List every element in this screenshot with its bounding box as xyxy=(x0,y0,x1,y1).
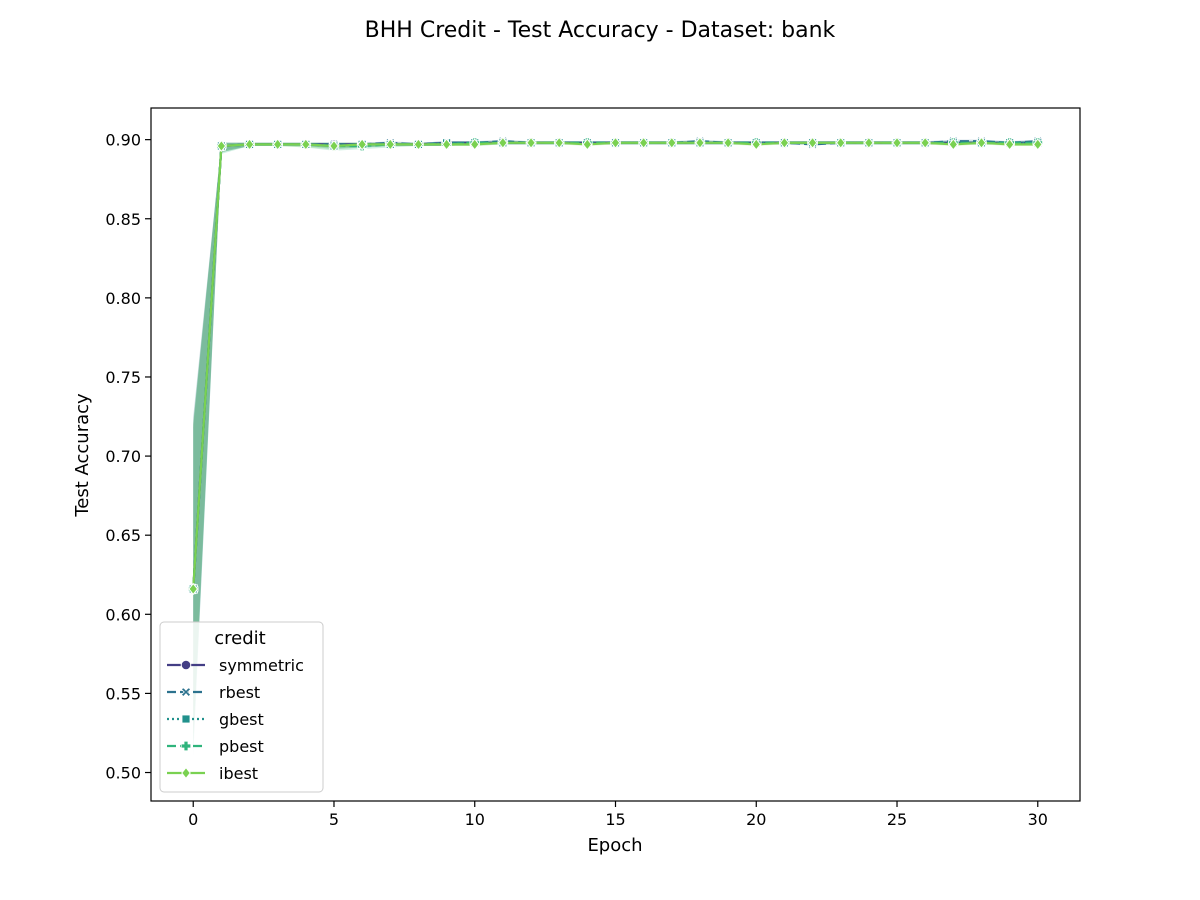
data-point-ibest xyxy=(695,136,705,149)
x-tick-label: 0 xyxy=(188,810,198,829)
data-point-ibest xyxy=(469,138,480,151)
data-point-ibest xyxy=(526,136,536,149)
y-tick-label: 0.60 xyxy=(105,605,141,624)
chart-title: BHH Credit - Test Accuracy - Dataset: ba… xyxy=(365,18,836,43)
x-tick-label: 10 xyxy=(465,810,485,829)
legend-label-rbest: rbest xyxy=(219,683,260,702)
data-point-ibest xyxy=(1032,138,1043,151)
data-point-ibest xyxy=(413,138,424,151)
data-point-ibest xyxy=(498,136,508,149)
data-point-ibest xyxy=(554,136,565,149)
data-point-ibest xyxy=(666,136,677,149)
data-point-ibest xyxy=(976,136,987,149)
legend-label-symmetric: symmetric xyxy=(219,656,304,675)
y-tick-label: 0.85 xyxy=(105,210,141,229)
data-point-ibest xyxy=(244,138,255,151)
y-axis: 0.50 0.55 0.60 0.65 0.70 0.75 0.80 0.85 0.90 xyxy=(105,131,151,783)
legend-items: symmetric rbest gbest pbest ibest xyxy=(167,656,304,783)
data-point-ibest xyxy=(610,136,621,149)
legend-item-symmetric: symmetric xyxy=(167,656,304,675)
y-tick-label: 0.65 xyxy=(105,526,141,545)
data-point-ibest xyxy=(188,582,199,596)
data-point-ibest xyxy=(948,138,959,151)
legend-marker-pbest xyxy=(180,740,192,752)
data-point-ibest xyxy=(638,136,649,149)
legend-label-pbest: pbest xyxy=(219,737,264,756)
data-point-ibest xyxy=(807,136,818,149)
data-point-ibest xyxy=(216,139,227,153)
y-tick-label: 0.75 xyxy=(105,368,141,387)
y-axis-label: Test Accuracy xyxy=(72,393,93,518)
x-tick-label: 15 xyxy=(605,810,625,829)
legend-label-ibest: ibest xyxy=(219,764,258,783)
x-tick-label: 30 xyxy=(1028,810,1048,829)
data-point-ibest xyxy=(441,138,452,151)
data-point-ibest xyxy=(863,136,874,149)
legend-title: credit xyxy=(214,628,265,649)
x-tick-label: 5 xyxy=(329,810,339,829)
legend-item-rbest: rbest xyxy=(167,683,260,702)
legend-marker-gbest xyxy=(181,714,191,724)
legend-marker-ibest xyxy=(181,766,191,780)
legend-item-pbest: pbest xyxy=(167,737,264,756)
data-point-ibest xyxy=(357,138,368,151)
x-axis-label: Epoch xyxy=(587,835,642,856)
data-point-ibest xyxy=(272,138,283,151)
data-point-ibest xyxy=(1004,138,1015,151)
legend-item-gbest: gbest xyxy=(167,710,264,729)
data-point-ibest xyxy=(779,136,790,149)
y-tick-label: 0.50 xyxy=(105,764,141,783)
data-point-ibest xyxy=(723,136,733,149)
y-tick-label: 0.55 xyxy=(105,684,141,703)
legend: credit symmetric rbest gbest pbest ibest xyxy=(159,621,324,793)
data-point-ibest xyxy=(329,139,339,153)
series-points-ibest xyxy=(188,136,1043,596)
data-point-ibest xyxy=(751,138,762,151)
y-tick-label: 0.80 xyxy=(105,289,141,308)
data-point-ibest xyxy=(582,138,593,151)
y-tick-label: 0.90 xyxy=(105,131,141,150)
legend-marker-symmetric xyxy=(180,659,192,671)
data-point-ibest xyxy=(300,138,311,151)
legend-marker-rbest xyxy=(180,686,192,698)
y-tick-label: 0.70 xyxy=(105,447,141,466)
x-axis: 0 5 10 15 20 25 30 xyxy=(188,801,1048,829)
series-markers xyxy=(187,136,1044,596)
legend-label-gbest: gbest xyxy=(219,710,264,729)
x-tick-label: 20 xyxy=(746,810,766,829)
data-point-ibest xyxy=(892,136,902,149)
legend-item-ibest: ibest xyxy=(167,764,258,783)
data-point-ibest xyxy=(920,136,931,149)
x-tick-label: 25 xyxy=(887,810,907,829)
data-point-ibest xyxy=(385,138,396,151)
data-point-ibest xyxy=(835,136,846,149)
